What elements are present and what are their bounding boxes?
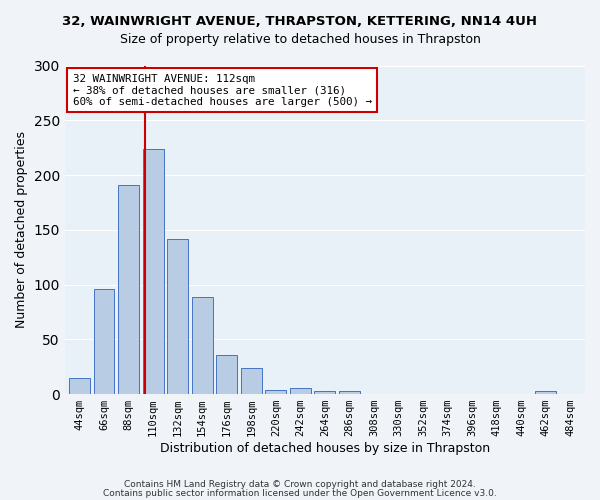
Text: Contains HM Land Registry data © Crown copyright and database right 2024.: Contains HM Land Registry data © Crown c… <box>124 480 476 489</box>
Bar <box>535 391 556 394</box>
Y-axis label: Number of detached properties: Number of detached properties <box>15 132 28 328</box>
Bar <box>290 388 311 394</box>
Text: 32 WAINWRIGHT AVENUE: 112sqm
← 38% of detached houses are smaller (316)
60% of s: 32 WAINWRIGHT AVENUE: 112sqm ← 38% of de… <box>73 74 371 107</box>
Bar <box>265 390 286 394</box>
Text: Contains public sector information licensed under the Open Government Licence v3: Contains public sector information licen… <box>103 489 497 498</box>
Text: 32, WAINWRIGHT AVENUE, THRAPSTON, KETTERING, NN14 4UH: 32, WAINWRIGHT AVENUE, THRAPSTON, KETTER… <box>62 15 538 28</box>
Bar <box>217 354 237 394</box>
Bar <box>143 148 164 394</box>
Bar <box>192 296 212 394</box>
Bar <box>241 368 262 394</box>
Bar <box>314 391 335 394</box>
X-axis label: Distribution of detached houses by size in Thrapston: Distribution of detached houses by size … <box>160 442 490 455</box>
Bar <box>94 289 115 394</box>
Bar <box>167 238 188 394</box>
Text: Size of property relative to detached houses in Thrapston: Size of property relative to detached ho… <box>119 32 481 46</box>
Bar <box>118 185 139 394</box>
Bar <box>69 378 90 394</box>
Bar <box>339 391 360 394</box>
